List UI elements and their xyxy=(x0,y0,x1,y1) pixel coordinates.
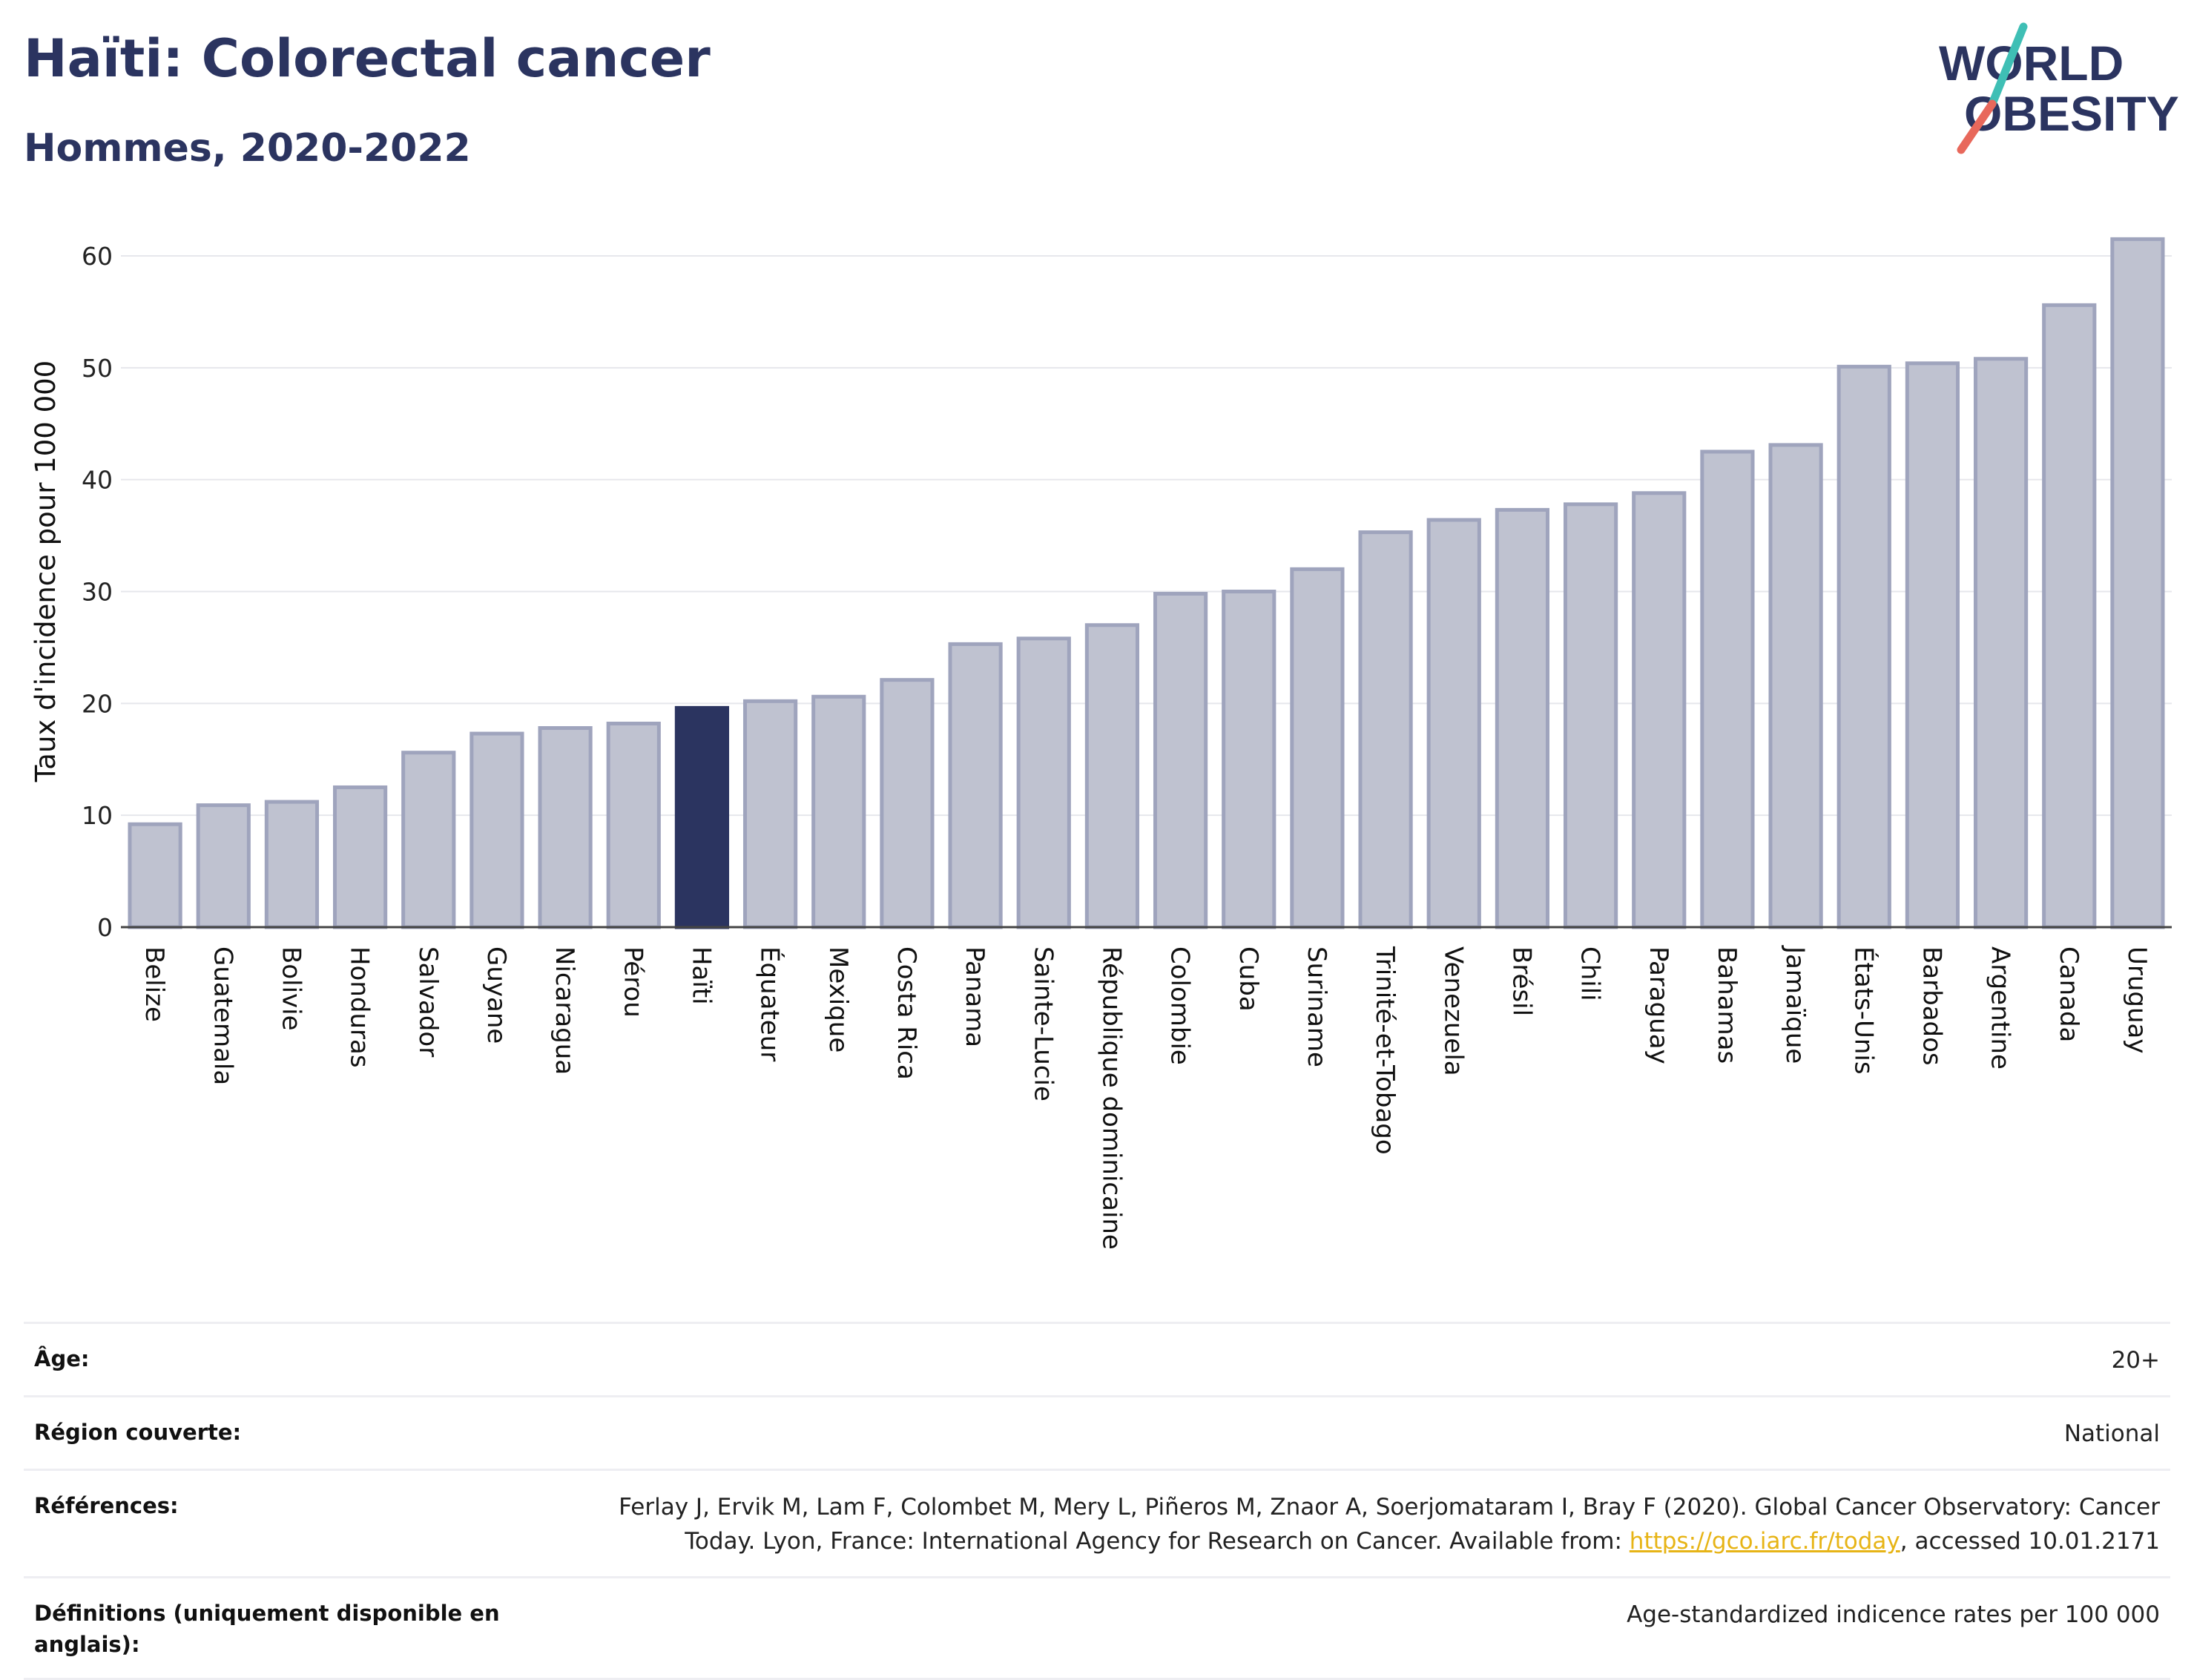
bar[interactable] xyxy=(1222,590,1276,929)
info-label-references: Références: xyxy=(34,1493,179,1518)
x-tick-label: Jamaïque xyxy=(1780,945,1810,1064)
y-tick-label: 50 xyxy=(82,354,113,383)
y-tick-label: 10 xyxy=(82,801,113,830)
x-tick-label: Belize xyxy=(139,946,169,1022)
grid-lines xyxy=(121,255,2172,817)
bar[interactable] xyxy=(2110,237,2165,929)
x-tick-label: Suriname xyxy=(1302,946,1331,1067)
x-tick-label: Barbados xyxy=(1917,946,1946,1066)
chart-title: Haïti: Colorectal cancer xyxy=(24,28,711,89)
info-value-age: 20+ xyxy=(2111,1347,2160,1374)
x-tick-label: Paraguay xyxy=(1644,946,1673,1064)
bar[interactable] xyxy=(811,694,866,929)
x-tick-label: Guyane xyxy=(481,946,511,1044)
info-label-definitions: Définitions (uniquement disponible en an… xyxy=(34,1601,500,1657)
bar[interactable] xyxy=(742,699,798,929)
bar[interactable] xyxy=(1563,502,1618,929)
info-value-region: National xyxy=(2063,1420,2160,1447)
references-link[interactable]: https://gco.iarc.fr/today xyxy=(1629,1528,1900,1555)
x-tick-label: Pérou xyxy=(618,946,648,1018)
x-tick-label: Honduras xyxy=(345,946,375,1068)
bar[interactable] xyxy=(332,785,388,929)
bar[interactable] xyxy=(1153,592,1208,929)
info-row-references: Références: Ferlay J, Ervik M, Lam F, Co… xyxy=(24,1469,2170,1576)
bar[interactable] xyxy=(880,678,935,929)
y-axis-label: Taux d'incidence pour 100 000 xyxy=(30,360,62,783)
bar[interactable] xyxy=(1358,530,1413,929)
x-tick-label: Trinité-et-Tobago xyxy=(1370,946,1400,1155)
bar[interactable] xyxy=(1973,357,2029,929)
x-tick-label: Uruguay xyxy=(2122,946,2152,1054)
x-tick-label: Nicaragua xyxy=(550,946,579,1075)
y-tick-label: 20 xyxy=(82,689,113,718)
x-tick-label: République dominicaine xyxy=(1096,946,1126,1250)
info-label-region: Région couverte: xyxy=(34,1420,242,1445)
x-tick-label: Brésil xyxy=(1506,946,1536,1016)
x-tick-label: Salvador xyxy=(413,946,443,1057)
x-tick-label: Mexique xyxy=(823,946,853,1053)
bar[interactable] xyxy=(401,751,456,929)
bar[interactable] xyxy=(1290,567,1345,929)
bars xyxy=(128,237,2165,929)
bar[interactable] xyxy=(1016,636,1071,929)
x-tick-label: Argentine xyxy=(1986,946,2015,1070)
info-value-definitions: Age-standardized indicence rates per 100… xyxy=(1627,1601,2160,1628)
info-row-age: Âge: 20+ xyxy=(24,1322,2170,1395)
info-label-age: Âge: xyxy=(34,1346,90,1371)
y-tick-label: 40 xyxy=(82,466,113,495)
bar[interactable] xyxy=(538,726,593,929)
bar[interactable] xyxy=(1084,623,1140,929)
chart-subtitle: Hommes, 2020-2022 xyxy=(24,126,471,171)
y-tick-label: 30 xyxy=(82,578,113,607)
logo-slash-red-icon xyxy=(1957,99,1997,154)
x-tick-label: Costa Rica xyxy=(892,946,921,1080)
x-tick-label: Chili xyxy=(1575,946,1605,1001)
bar[interactable] xyxy=(470,731,524,929)
info-table: Âge: 20+ Région couverte: National Référ… xyxy=(24,1322,2170,1680)
y-tick-label: 60 xyxy=(82,242,113,271)
bar[interactable] xyxy=(1495,507,1550,929)
x-tick-label: Haïti xyxy=(686,946,716,1005)
bar[interactable] xyxy=(1632,491,1687,929)
y-axis-ticks: 0 10 20 30 40 50 60 xyxy=(82,242,113,942)
bar[interactable] xyxy=(128,822,182,929)
bar[interactable] xyxy=(2042,303,2097,929)
logo-word-world: WORLD xyxy=(1939,36,2124,90)
bar[interactable] xyxy=(1768,443,1823,929)
x-tick-label: Cuba xyxy=(1233,946,1263,1012)
x-tick-label: Bolivie xyxy=(276,946,306,1031)
bar-highlighted[interactable] xyxy=(674,705,730,929)
bar[interactable] xyxy=(1905,361,1960,929)
x-tick-label: Équateur xyxy=(755,946,785,1061)
x-tick-label: Colombie xyxy=(1165,946,1195,1065)
world-obesity-logo[interactable]: WORLD OBESITY xyxy=(1928,22,2181,156)
bar[interactable] xyxy=(1426,518,1481,929)
x-tick-label: Canada xyxy=(2054,946,2083,1042)
bar-chart: 0 10 20 30 40 50 60 Belize Guatemala Bolivie Hond… xyxy=(30,237,2172,1250)
bar[interactable] xyxy=(196,803,251,929)
bar[interactable] xyxy=(948,642,1003,929)
x-tick-label: États-Unis xyxy=(1848,946,1879,1075)
y-tick-label: 0 xyxy=(97,913,113,942)
info-row-definitions: Définitions (uniquement disponible en an… xyxy=(24,1576,2170,1680)
references-text: Ferlay J, Ervik M, Lam F, Colombet M, Me… xyxy=(619,1494,2160,1555)
info-value-references: Ferlay J, Ervik M, Lam F, Colombet M, Me… xyxy=(543,1490,2160,1558)
logo-slash-teal-icon xyxy=(1988,22,2028,108)
x-tick-label: Venezuela xyxy=(1438,946,1468,1076)
x-tick-label: Guatemala xyxy=(208,946,237,1085)
bar[interactable] xyxy=(264,800,320,929)
x-tick-label: Panama xyxy=(960,946,989,1047)
references-accessed: , accessed 10.01.2171 xyxy=(1900,1528,2160,1555)
bar[interactable] xyxy=(1700,449,1755,929)
x-axis-labels: Belize Guatemala Bolivie Honduras Salvador Gu… xyxy=(139,945,2152,1250)
info-row-region: Région couverte: National xyxy=(24,1395,2170,1469)
x-tick-label: Sainte-Lucie xyxy=(1028,946,1058,1101)
bar[interactable] xyxy=(1836,364,1891,929)
x-tick-label: Bahamas xyxy=(1712,946,1742,1064)
bar[interactable] xyxy=(606,721,661,929)
